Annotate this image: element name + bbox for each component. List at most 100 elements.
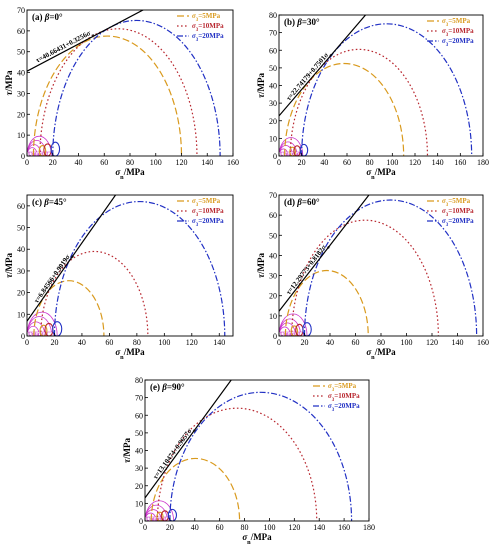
uniaxial-label: Uniaxial xyxy=(28,151,48,157)
y-tick-label: 20 xyxy=(17,289,25,298)
x-tick-label: 80 xyxy=(126,158,134,167)
y-tick-label: 10 xyxy=(269,312,277,321)
y-tick-label: 30 xyxy=(135,464,143,473)
legend-label-1: σ3=5MPa xyxy=(328,382,357,393)
x-tick-label: 40 xyxy=(75,158,83,167)
x-tick-label: 140 xyxy=(201,158,213,167)
y-tick-label: 20 xyxy=(135,482,143,491)
x-tick-label: 160 xyxy=(454,158,466,167)
y-tick-label: 70 xyxy=(135,394,143,403)
strength-envelope-line xyxy=(27,10,145,72)
legend-label-3: σ3=20MPa xyxy=(192,32,224,43)
legend-label-2: σ3=10MPa xyxy=(442,207,474,218)
y-tick-label: 30 xyxy=(17,267,25,276)
y-tick-label: 30 xyxy=(269,272,277,281)
mohr-circle-s3-10 xyxy=(289,48,429,156)
uniaxial-circle-2 xyxy=(279,145,293,156)
x-tick-label: 140 xyxy=(432,158,444,167)
legend-label-1: σ3=5MPa xyxy=(192,12,221,23)
y-tick-label: 50 xyxy=(269,231,277,240)
uniaxial-circle-1 xyxy=(279,326,291,336)
x-tick-label: 20 xyxy=(50,338,58,347)
x-tick-label: 0 xyxy=(277,338,281,347)
x-tick-label: 120 xyxy=(288,523,300,532)
y-tick-label: 70 xyxy=(269,191,277,200)
x-tick-label: 120 xyxy=(426,338,438,347)
x-tick-label: 60 xyxy=(100,158,108,167)
y-tick-label: 20 xyxy=(269,292,277,301)
y-tick-label: 30 xyxy=(17,89,25,98)
mohr-circle-s3-10 xyxy=(39,28,198,156)
x-tick-label: 160 xyxy=(338,523,350,532)
y-tick-label: 50 xyxy=(135,429,143,438)
uniaxial-label: Uniaxial xyxy=(146,516,166,522)
x-tick-label: 20 xyxy=(301,338,309,347)
uniaxial-circle-3 xyxy=(27,316,53,336)
mohr-circle-s3-5 xyxy=(150,457,241,521)
x-tick-label: 80 xyxy=(377,338,385,347)
mohr-circle-s3-20 xyxy=(301,23,473,156)
y-tick-label: 30 xyxy=(269,99,277,108)
y-tick-label: 40 xyxy=(269,82,277,91)
uniaxial-circle-3 xyxy=(279,318,302,336)
legend-label-2: σ3=10MPa xyxy=(192,22,224,33)
x-tick-label: 100 xyxy=(401,338,413,347)
y-tick-label: 50 xyxy=(17,224,25,233)
uniaxial-label: Uniaxial xyxy=(280,331,300,337)
x-tick-label: 0 xyxy=(25,338,29,347)
x-tick-label: 0 xyxy=(277,158,281,167)
strength-envelope-line xyxy=(279,15,367,117)
strength-envelope-line xyxy=(27,195,117,322)
y-tick-label: 80 xyxy=(135,376,143,385)
y-tick-label: 10 xyxy=(17,131,25,140)
plot-frame xyxy=(26,194,234,337)
y-tick-label: 40 xyxy=(135,447,143,456)
y-tick-label: 0 xyxy=(273,332,277,341)
panel-title: (e) β=90° xyxy=(150,382,185,392)
x-tick-label: 60 xyxy=(105,338,113,347)
legend-label-3: σ3=20MPa xyxy=(442,37,474,48)
y-tick-label: 40 xyxy=(17,69,25,78)
fit-equation: τ=6.84566+0.9019σn xyxy=(32,251,75,306)
uniaxial-circle-4 xyxy=(279,313,308,336)
x-axis-label: σn/MPa xyxy=(115,167,145,181)
x-tick-label: 20 xyxy=(298,158,306,167)
y-tick-label: 40 xyxy=(17,245,25,254)
fit-equation: τ=22.74179+0.7501σn xyxy=(285,49,334,104)
uniaxial-circle-3 xyxy=(27,139,47,156)
x-tick-label: 20 xyxy=(166,523,174,532)
y-tick-label: 70 xyxy=(269,29,277,38)
y-tick-label: 60 xyxy=(269,46,277,55)
mohr-circle-s3-5 xyxy=(284,62,405,156)
y-axis-label: τ/MPa xyxy=(4,253,14,278)
x-tick-label: 180 xyxy=(477,158,489,167)
y-tick-label: 60 xyxy=(17,27,25,36)
panel-title: (c) β=45° xyxy=(32,197,67,207)
mohr-circle-s3-20 xyxy=(52,19,221,156)
y-tick-label: 0 xyxy=(21,332,25,341)
uniaxial-circle-3 xyxy=(145,504,168,521)
legend-label-3: σ3=20MPa xyxy=(328,402,360,413)
panel-title: (a) β=0° xyxy=(32,12,63,22)
mohr-circle-s3-20 xyxy=(53,201,226,336)
x-tick-label: 40 xyxy=(191,523,199,532)
legend-label-1: σ3=5MPa xyxy=(192,197,221,208)
x-tick-label: 20 xyxy=(49,158,57,167)
panel-title: (d) β=60° xyxy=(284,197,320,207)
panel-title: (b) β=30° xyxy=(284,17,320,27)
uniaxial-label: Uniaxial xyxy=(28,331,48,337)
x-axis-label: σn/MPa xyxy=(115,347,145,361)
x-tick-label: 80 xyxy=(366,158,374,167)
mohr-circle-s3-5 xyxy=(32,35,183,156)
y-tick-label: 50 xyxy=(17,48,25,57)
mohr-circle-s3-10 xyxy=(291,219,439,336)
legend-label-1: σ3=5MPa xyxy=(442,197,471,208)
mohr-circle-s3-10 xyxy=(156,407,318,521)
y-tick-label: 20 xyxy=(17,110,25,119)
x-tick-label: 80 xyxy=(241,523,249,532)
x-tick-label: 160 xyxy=(477,338,489,347)
